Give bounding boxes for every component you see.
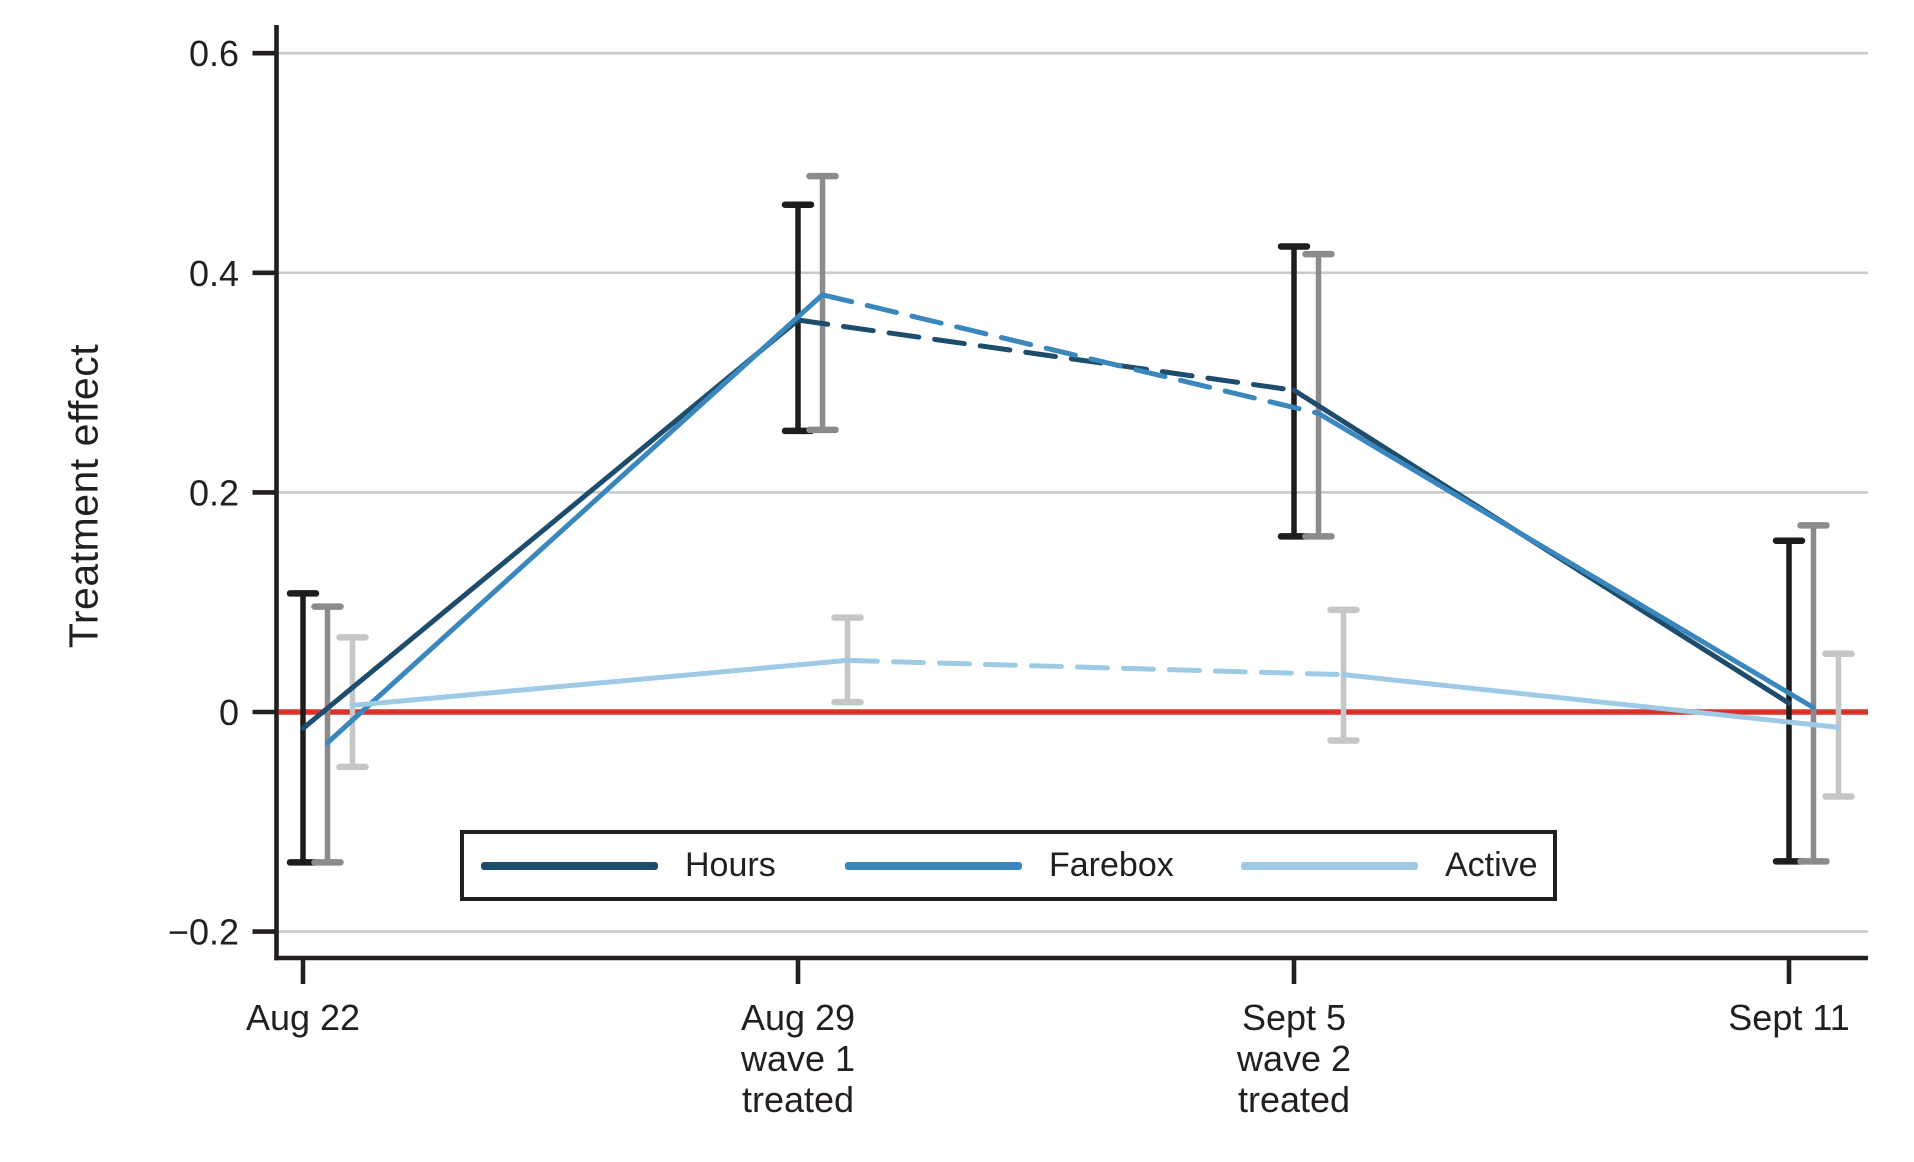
y-tick-label: 0.6 (189, 33, 239, 74)
y-tick-labels: 0.6 0.4 0.2 0 −0.2 (168, 33, 239, 952)
gridlines (276, 51, 1868, 933)
x-tick-label: Sept 5 wave 2 treated (1236, 997, 1351, 1120)
y-tick-label: 0.4 (189, 253, 239, 294)
farebox-error-bars (311, 172, 1830, 866)
x-tick-label: Aug 22 (246, 997, 360, 1038)
legend-label-farebox: Farebox (1049, 846, 1174, 884)
farebox-line (325, 292, 1816, 746)
x-tick-labels: Aug 22 Aug 29 wave 1 treated Sept 5 wave 2 tre… (246, 997, 1850, 1120)
axes (252, 25, 1868, 984)
hours-line-swatch (481, 861, 658, 870)
x-tick-label: Sept 11 (1728, 997, 1849, 1038)
legend: Hours Farebox Active (460, 830, 1557, 901)
y-tick-label: 0 (219, 692, 239, 733)
hours-error-bars (286, 201, 1806, 866)
legend-label-active: Active (1445, 846, 1538, 884)
x-tick-label: Aug 29 wave 1 treated (740, 997, 855, 1120)
y-tick-label: −0.2 (168, 912, 239, 953)
farebox-line-swatch (845, 861, 1022, 870)
active-line-swatch (1241, 861, 1418, 870)
legend-item-farebox: Farebox (845, 834, 1174, 897)
y-tick-label: 0.2 (189, 472, 239, 513)
legend-item-hours: Hours (481, 834, 776, 897)
y-axis-title: Treatment effect (60, 343, 107, 649)
legend-label-hours: Hours (685, 846, 776, 884)
legend-item-active: Active (1241, 834, 1538, 897)
active-line (350, 657, 1841, 730)
